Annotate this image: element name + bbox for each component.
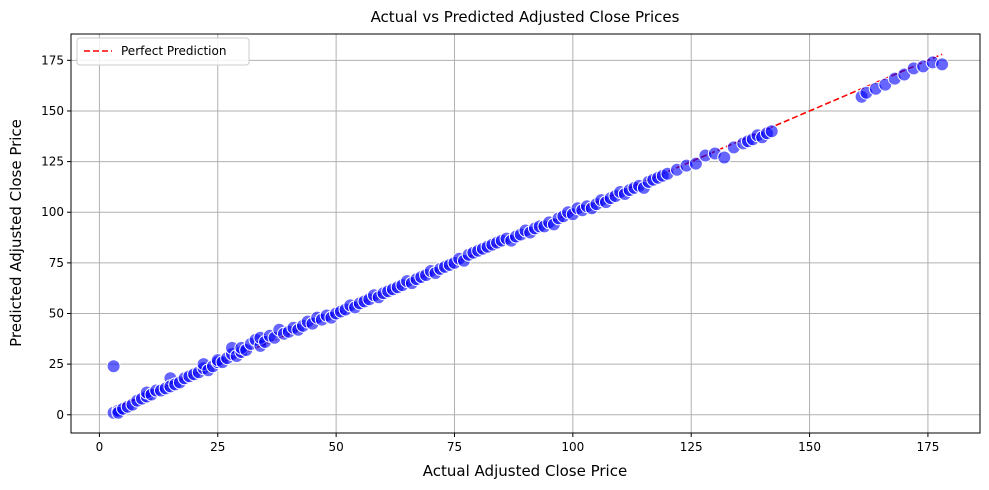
plot-area-frame [70, 33, 981, 434]
y-tick-label: 50 [49, 307, 64, 321]
x-tick-label: 75 [447, 440, 462, 454]
data-point [106, 359, 121, 374]
x-tick-label: 0 [96, 440, 104, 454]
data-point [688, 156, 703, 171]
grid [71, 34, 980, 433]
y-tick-label: 100 [41, 205, 64, 219]
y-tick-label: 0 [56, 408, 64, 422]
legend-entry-perfect-prediction: Perfect Prediction [121, 44, 226, 58]
y-axis-label: Predicted Adjusted Close Price [7, 119, 25, 347]
x-tick-label: 125 [680, 440, 703, 454]
y-tick-label: 150 [41, 104, 64, 118]
y-axis-ticks: 0 25 50 75 100 125 150 175 [41, 53, 71, 422]
x-tick-label: 50 [328, 440, 343, 454]
x-tick-label: 25 [210, 440, 225, 454]
x-tick-label: 100 [561, 440, 584, 454]
y-tick-label: 175 [41, 53, 64, 67]
legend: Perfect Prediction [76, 37, 250, 66]
data-point [764, 124, 779, 139]
y-tick-label: 125 [41, 155, 64, 169]
data-points [106, 55, 950, 420]
x-tick-label: 150 [798, 440, 821, 454]
y-tick-label: 25 [49, 357, 64, 371]
legend-box [76, 37, 250, 66]
y-tick-label: 75 [49, 256, 64, 270]
x-tick-label: 175 [916, 440, 939, 454]
data-point [935, 57, 950, 72]
chart-title: Actual vs Predicted Adjusted Close Price… [371, 8, 680, 26]
x-axis-label: Actual Adjusted Close Price [423, 462, 627, 480]
data-point [717, 150, 732, 165]
x-axis-ticks: 0 25 50 75 100 125 150 175 [96, 433, 939, 454]
